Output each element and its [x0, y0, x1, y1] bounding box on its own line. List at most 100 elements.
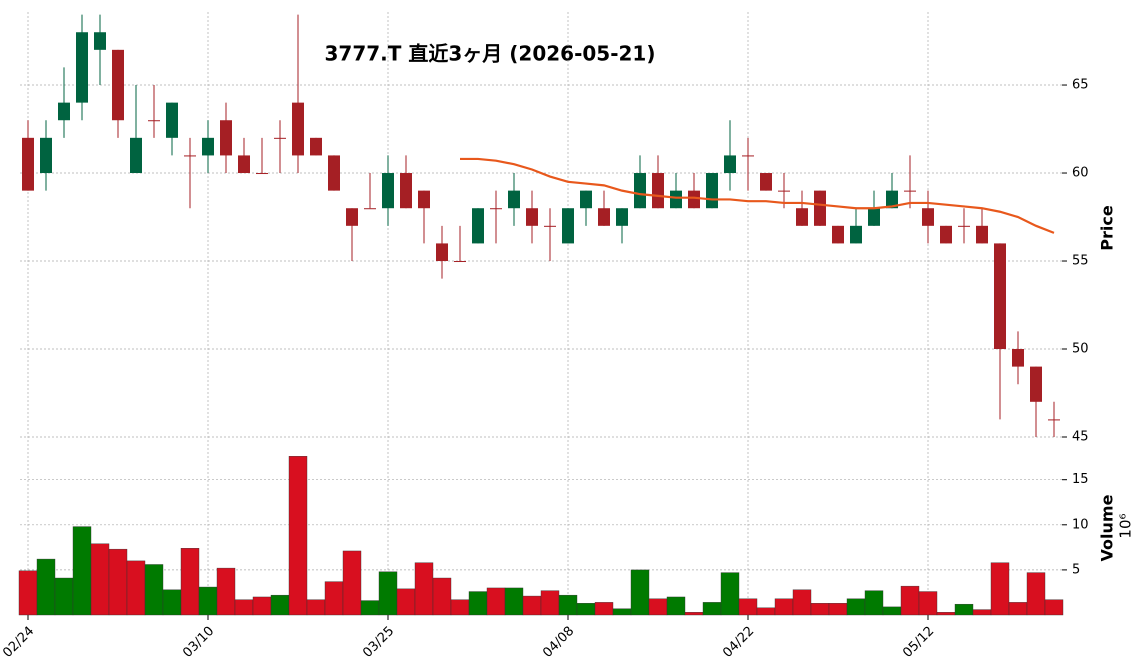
volume-bar: [144, 564, 164, 616]
volume-bar: [288, 456, 308, 616]
volume-bar: [72, 526, 92, 616]
candle-body: [76, 32, 88, 103]
x-tick-label: 04/08: [540, 624, 577, 661]
volume-bar: [90, 543, 110, 616]
volume-bar: [558, 594, 578, 616]
x-tick-label: 05/12: [900, 624, 937, 661]
candle-body: [418, 190, 430, 209]
candle-body: [940, 225, 952, 244]
candle-body: [1048, 419, 1060, 421]
volume-bar: [342, 550, 362, 616]
volume-bar: [864, 590, 884, 616]
candle-body: [742, 155, 754, 157]
volume-bar: [270, 594, 290, 616]
volume-bar: [1008, 602, 1028, 616]
candle-body: [328, 155, 340, 191]
x-tick-label: 03/25: [360, 624, 397, 661]
volume-bar: [180, 548, 200, 616]
candle-body: [292, 102, 304, 156]
candle-body: [922, 208, 934, 226]
moving-average-line: [460, 157, 1055, 234]
volume-bar: [360, 600, 380, 616]
x-tick-label: 02/24: [0, 624, 37, 661]
volume-bar: [162, 589, 182, 616]
candle-body: [1030, 366, 1042, 402]
candle-body: [526, 208, 538, 226]
candle-body: [40, 137, 52, 174]
candle-body: [400, 173, 412, 209]
volume-bar: [504, 587, 524, 616]
candle-body: [688, 190, 700, 209]
candle-body: [976, 225, 988, 244]
candle-body: [634, 173, 646, 209]
candle-body: [130, 137, 142, 174]
candle-body: [544, 225, 556, 227]
volume-bar: [846, 598, 866, 616]
volume-bar: [396, 588, 416, 616]
volume-bar: [648, 598, 668, 616]
candle-body: [112, 49, 124, 121]
candle-body: [472, 208, 484, 244]
candle-body: [958, 225, 970, 227]
candle-body: [832, 225, 844, 244]
volume-bar: [540, 590, 560, 616]
volume-bar: [612, 608, 632, 616]
volume-bar: [54, 577, 74, 616]
candle-body: [22, 137, 34, 191]
volume-bar: [378, 571, 398, 616]
volume-bar: [522, 595, 542, 616]
candle-body: [346, 208, 358, 226]
volume-bar: [828, 603, 848, 616]
volume-bar: [468, 591, 488, 616]
y-tick-label: 50: [1072, 342, 1089, 357]
candle-body: [148, 120, 160, 122]
volume-bar: [630, 569, 650, 616]
volume-bar: [18, 570, 38, 616]
candle-body: [166, 102, 178, 138]
candle-body: [994, 243, 1006, 350]
volume-bar: [324, 581, 344, 616]
y-tick-label: 65: [1072, 78, 1089, 93]
volume-bar: [990, 562, 1010, 616]
candle-body: [760, 173, 772, 191]
candle-body: [598, 208, 610, 226]
candle-body: [778, 190, 790, 192]
y-tick-label: 45: [1072, 430, 1089, 445]
volume-bar: [306, 599, 326, 616]
volume-axis-label: Volume: [1098, 494, 1117, 561]
volume-bar: [684, 612, 704, 616]
candle-body: [724, 155, 736, 174]
volume-bar: [972, 609, 992, 616]
x-tick-label: 03/10: [180, 624, 217, 661]
volume-bar: [666, 596, 686, 616]
volume-tick-label: 5: [1072, 562, 1080, 577]
volume-bar: [702, 602, 722, 616]
volume-bar: [900, 585, 920, 616]
volume-bar: [1044, 599, 1064, 616]
candle-body: [436, 243, 448, 262]
volume-bar: [126, 560, 146, 616]
candle-body: [490, 208, 502, 210]
y-tick-label: 55: [1072, 254, 1089, 269]
volume-bar: [918, 591, 938, 616]
volume-bar: [954, 603, 974, 616]
volume-bar: [450, 599, 470, 616]
candle-body: [886, 190, 898, 209]
candle-body: [904, 190, 916, 192]
candle-body: [670, 190, 682, 209]
candle-body: [310, 137, 322, 156]
volume-bar: [936, 612, 956, 616]
volume-bar: [36, 558, 56, 616]
volume-bar: [576, 603, 596, 616]
volume-bar: [252, 596, 272, 616]
candle-body: [580, 190, 592, 209]
chart-title: 3777.T 直近3ヶ月 (2026-05-21): [325, 42, 656, 66]
y-tick-label: 60: [1072, 166, 1089, 181]
candle-body: [796, 208, 808, 226]
candle-body: [202, 137, 214, 156]
candle-body: [706, 173, 718, 209]
volume-bar: [108, 548, 128, 616]
volume-bar: [198, 586, 218, 616]
volume-bar: [234, 599, 254, 616]
